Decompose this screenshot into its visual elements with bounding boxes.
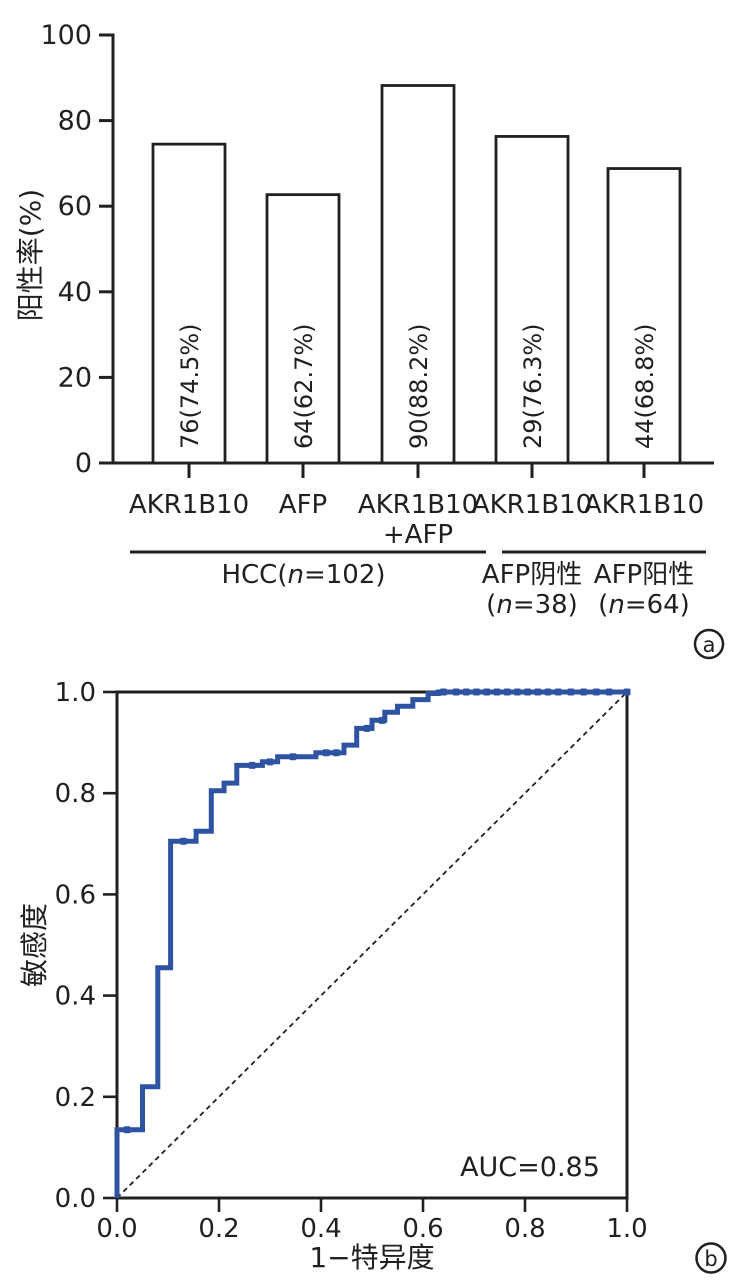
- b-x-tick-label: 0.6: [402, 1214, 443, 1244]
- b-x-tick-label: 0.0: [96, 1214, 137, 1244]
- b-y-tick-label: 0.4: [55, 982, 96, 1012]
- roc-marker: [332, 749, 340, 757]
- roc-marker: [378, 716, 386, 724]
- roc-marker: [322, 749, 330, 757]
- panel-a-marker-letter: a: [703, 633, 716, 657]
- reference-diagonal: [116, 691, 628, 1199]
- a-y-tick-label: 40: [58, 277, 92, 308]
- a-y-tick-label: 100: [40, 20, 92, 51]
- a-y-axis-title: 阳性率(%): [14, 189, 47, 321]
- roc-marker: [473, 688, 481, 696]
- roc-marker: [580, 688, 588, 696]
- roc-marker: [462, 688, 470, 696]
- roc-marker: [524, 688, 532, 696]
- a-y-tick-label: 20: [58, 362, 92, 393]
- roc-marker: [289, 753, 297, 761]
- roc-marker: [452, 688, 460, 696]
- b-x-tick-label: 0.8: [504, 1214, 545, 1244]
- roc-marker: [605, 688, 613, 696]
- a-y-tick-label: 0: [75, 448, 92, 479]
- roc-marker: [439, 688, 447, 696]
- b-y-tick-label: 0.6: [55, 880, 96, 910]
- panel-b-marker-letter: b: [704, 1247, 717, 1271]
- roc-marker: [592, 688, 600, 696]
- bar-chart-panel-a: 0 20 40 60 80 100 阳性率(%) 76(74.5%) AKR1B10 64(62.…: [14, 20, 725, 660]
- category-label: AFP: [279, 490, 327, 520]
- roc-curve-panel-b: 0.0 0.2 0.4 0.6 0.8 1.0 0.0 0.2 0.4 0.6 0.8 1.0 敏感度 1…: [18, 678, 727, 1274]
- a-y-tick-label: 60: [58, 191, 92, 222]
- group-label: (n=38): [486, 590, 578, 620]
- a-y-tick-label: 80: [58, 106, 92, 137]
- bar: [151, 142, 227, 465]
- bar-value-label: 44(68.8%): [631, 323, 659, 449]
- roc-marker: [248, 761, 256, 769]
- group-label: HCC(n=102): [221, 560, 385, 590]
- b-y-tick-label: 0.0: [55, 1184, 96, 1214]
- category-label: +AFP: [383, 520, 453, 550]
- bar-value-label: 76(74.5%): [176, 323, 204, 449]
- group-label: AFP阴性: [482, 560, 582, 590]
- roc-marker: [567, 688, 575, 696]
- roc-marker: [513, 688, 521, 696]
- auc-annotation: AUC=0.85: [460, 1152, 600, 1183]
- roc-marker: [123, 1126, 131, 1134]
- roc-marker: [483, 688, 491, 696]
- panel-a-marker-circle: [693, 628, 725, 660]
- roc-marker: [534, 688, 542, 696]
- category-label: AKR1B10: [472, 490, 592, 520]
- b-x-tick-label: 0.2: [198, 1214, 239, 1244]
- roc-marker: [179, 837, 187, 845]
- bar-value-label: 90(88.2%): [405, 323, 433, 449]
- group-label: (n=64): [598, 590, 690, 620]
- b-y-tick-label: 1.0: [55, 678, 96, 708]
- b-y-tick-label: 0.2: [55, 1083, 96, 1113]
- roc-marker: [493, 688, 501, 696]
- category-label: AKR1B10: [584, 490, 704, 520]
- roc-curve: [114, 689, 627, 1198]
- b-x-tick-label: 0.4: [300, 1214, 341, 1244]
- group-label: AFP阳性: [594, 560, 694, 590]
- roc-marker: [554, 688, 562, 696]
- roc-marker: [544, 688, 552, 696]
- roc-marker: [266, 758, 274, 766]
- bar-value-label: 29(76.3%): [519, 323, 547, 449]
- category-label: AKR1B10: [129, 490, 249, 520]
- bar: [494, 135, 570, 465]
- panel-b-marker-circle: [695, 1242, 727, 1274]
- b-x-axis-title: 1−特异度: [309, 1241, 434, 1274]
- category-label: AKR1B10: [358, 490, 478, 520]
- roc-marker: [623, 688, 631, 696]
- bar-value-label: 64(62.7%): [290, 323, 318, 449]
- b-y-tick-label: 0.8: [55, 779, 96, 809]
- b-y-axis-title: 敏感度: [18, 903, 51, 987]
- roc-marker: [363, 724, 371, 732]
- b-x-tick-label: 1.0: [606, 1214, 647, 1244]
- b-plot-frame: [115, 690, 629, 1200]
- roc-marker: [503, 688, 511, 696]
